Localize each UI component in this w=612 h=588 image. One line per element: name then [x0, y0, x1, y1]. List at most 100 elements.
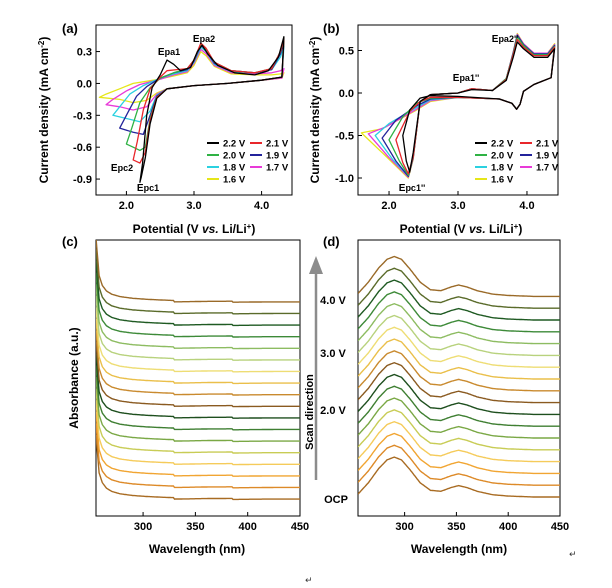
- annotation-epa1: Epa1: [158, 47, 180, 58]
- annotation-epa2: Epa2: [193, 34, 215, 45]
- annotation-epc1-double-prime: Epc1'': [399, 183, 425, 194]
- x-tick-label: 300: [395, 521, 413, 533]
- panel-d-letter: (d): [323, 234, 340, 249]
- y-tick-label: 0.3: [77, 47, 92, 59]
- scan-direction-arrow-head: [309, 256, 323, 274]
- spectrum-line: [96, 376, 300, 443]
- x-tick-label: 4.0: [254, 200, 269, 212]
- panel-b-plot-area: [360, 32, 556, 179]
- annotation-epa1-double-prime: Epa1'': [453, 73, 479, 84]
- spectra-group: [96, 240, 300, 501]
- spectrum-line: [96, 272, 300, 338]
- legend-label: 2.0 V: [223, 151, 246, 162]
- label-ocp: OCP: [324, 494, 348, 506]
- panel-d-ticks: 300 350 400 450: [395, 512, 569, 533]
- spectrum-line: [358, 302, 560, 345]
- panel-a-ticks: 2.0 3.0 4.0 0.3 0.0 -0.3 -0.6 -0.9: [73, 47, 269, 212]
- legend-label: 1.7 V: [266, 163, 289, 174]
- x-tick-label: 3.0: [186, 200, 201, 212]
- panel-c: (c) 300 350 400 450 Absorbance (a.u.) Wavel…: [62, 234, 309, 556]
- spectrum-line: [358, 314, 560, 357]
- legend-label: 2.1 V: [536, 139, 559, 150]
- spectrum-line: [96, 342, 300, 408]
- x-tick-label: 350: [447, 521, 465, 533]
- spectrum-line: [96, 318, 300, 385]
- panel-c-ticks: 300 350 400 450: [134, 512, 309, 533]
- cv-curve-1-6-v: [98, 50, 285, 104]
- x-tick-label: 450: [291, 521, 309, 533]
- cv-curve-2-2-v: [402, 41, 556, 173]
- panel-b: (b) 2.0 3.0 4.0 0.5 0.0 -0.5 -1.0 Current dens…: [308, 21, 559, 236]
- spectrum-line: [96, 365, 300, 431]
- panel-a-legend: 2.2 V 2.1 V 2.0 V 1.9 V 1.8 V 1.7 V 1.6 V: [207, 139, 289, 186]
- legend-label: 1.9 V: [266, 151, 289, 162]
- panel-c-letter: (c): [62, 234, 78, 249]
- spectrum-line: [96, 295, 300, 361]
- y-tick-label: -0.9: [73, 174, 92, 186]
- y-tick-label: 0.5: [339, 46, 354, 58]
- cv-curve-1-9-v: [119, 40, 285, 136]
- spectrum-line: [358, 267, 560, 309]
- panel-c-x-axis-title: Wavelength (nm): [149, 542, 245, 556]
- legend-label: 1.7 V: [536, 163, 559, 174]
- annotation-epc1: Epc1: [137, 183, 159, 194]
- annotation-epc2: Epc2: [111, 163, 133, 174]
- x-tick-label: 300: [134, 521, 152, 533]
- panel-d-axes-frame: [357, 239, 561, 517]
- legend-label: 1.6 V: [491, 175, 514, 186]
- spectrum-line: [96, 423, 300, 489]
- y-tick-label: 0.0: [77, 78, 92, 90]
- panel-b-legend: 2.2 V 2.1 V 2.0 V 1.9 V 1.8 V 1.7 V 1.6 V: [475, 139, 559, 186]
- spectrum-line: [358, 326, 560, 368]
- legend-label: 2.0 V: [491, 151, 514, 162]
- legend-label: 2.1 V: [266, 139, 289, 150]
- legend-label: 1.8 V: [491, 163, 514, 174]
- panel-d-plot-area: [358, 255, 560, 498]
- y-tick-label: -0.6: [73, 142, 92, 154]
- spectrum-line: [358, 279, 560, 321]
- spectrum-line: [96, 330, 300, 396]
- legend-label: 2.2 V: [491, 139, 514, 150]
- x-tick-label: 4.0: [519, 200, 534, 212]
- return-mark-bottom: ↵: [305, 576, 313, 586]
- spectrum-line: [96, 388, 300, 454]
- panel-a-x-axis-title: Potential (V vs. Li/Li+): [133, 222, 256, 236]
- label-4-0-v: 4.0 V: [320, 295, 346, 307]
- scan-direction-label: Scan direction: [304, 374, 316, 450]
- x-tick-label: 400: [239, 521, 257, 533]
- cv-curve-1-7-v: [105, 48, 285, 111]
- panel-c-y-axis-title: Absorbance (a.u.): [67, 327, 81, 428]
- spectrum-line: [358, 409, 560, 451]
- label-3-0-v: 3.0 V: [320, 348, 346, 360]
- spectrum-line: [358, 291, 560, 333]
- panel-d: (d) 300 350 400 450 Wavelength (nm) Scan di…: [304, 234, 569, 556]
- panel-b-y-axis-title: Current density (mA cm-2): [308, 37, 322, 184]
- spectrum-line: [358, 361, 560, 404]
- spectrum-line: [96, 400, 300, 466]
- panel-b-ticks: 2.0 3.0 4.0 0.5 0.0 -0.5 -1.0: [335, 46, 535, 213]
- spectra-group: [358, 255, 560, 498]
- panel-a: (a) 2.0 3.0 4.0 0.3 0.0 -0.3 -0.6 -0.9 Current …: [37, 21, 293, 236]
- cv-curve-2-2-v: [139, 36, 285, 183]
- label-2-0-v: 2.0 V: [320, 405, 346, 417]
- spectrum-line: [358, 432, 560, 475]
- spectrum-line: [96, 240, 300, 303]
- panel-b-letter: (b): [323, 21, 340, 36]
- x-tick-label: 2.0: [119, 200, 134, 212]
- spectrum-line: [96, 353, 300, 419]
- spectrum-line: [358, 255, 560, 298]
- spectrum-line: [358, 444, 560, 486]
- spectrum-line: [96, 249, 300, 315]
- y-tick-label: -0.3: [73, 110, 92, 122]
- x-tick-label: 450: [551, 521, 569, 533]
- x-tick-label: 2.0: [381, 200, 396, 212]
- spectrum-line: [358, 373, 560, 416]
- legend-label: 1.6 V: [223, 175, 246, 186]
- spectrum-line: [358, 397, 560, 439]
- legend-label: 1.9 V: [536, 151, 559, 162]
- panel-d-x-axis-title: Wavelength (nm): [411, 542, 507, 556]
- spectrum-line: [358, 338, 560, 380]
- y-tick-label: 0.0: [339, 88, 354, 100]
- panel-a-plot-area: [98, 36, 285, 183]
- y-tick-label: -0.5: [335, 131, 354, 143]
